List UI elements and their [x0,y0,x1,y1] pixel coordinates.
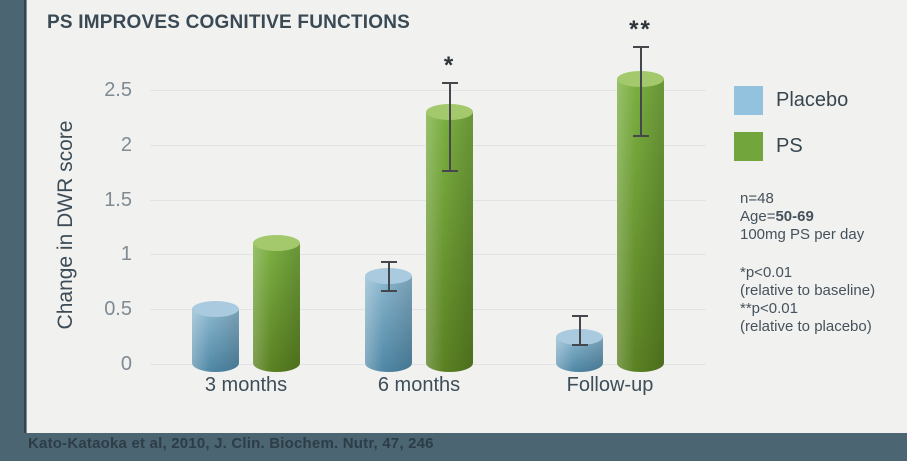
error-bar-placebo-follow-up-cap-bottom [571,344,588,346]
error-bar-ps-follow-up-line [639,46,642,137]
y-tick-label-0: 0 [120,353,132,375]
age-value: 50-69 [775,208,814,225]
significance-star-definition: *p<0.01 [740,264,793,281]
significance-star-6-months: * [443,52,456,79]
legend-item-ps: PS [734,132,848,161]
x-category-label-follow-up: Follow-up [566,374,654,396]
bar-placebo-6-months [365,268,412,372]
error-bar-ps-6-months-cap-top [441,82,458,84]
chart-title: PS IMPROVES COGNITIVE FUNCTIONS [47,12,411,33]
error-bar-placebo-6-months-cap-bottom [380,290,397,292]
legend: Placebo PS [734,86,848,161]
x-category-label-6-months: 6 months [377,374,461,396]
x-category-label-3-months: 3 months [204,374,288,396]
error-bar-ps-6-months-cap-bottom [441,170,458,172]
legend-label-placebo: Placebo [776,89,849,111]
legend-swatch-ps [734,132,763,161]
citation: Kato-Kataoka et al, 2010, J. Clin. Bioch… [28,435,434,452]
error-bar-ps-follow-up-cap-top [632,46,649,48]
y-tick-label-2: 2 [120,134,132,156]
significance-star-scope: (relative to baseline) [740,282,876,299]
legend-swatch-placebo [734,86,763,115]
error-bar-placebo-6-months-line [387,261,390,292]
legend-label-ps: PS [776,135,803,157]
bar-ps-3-months [253,235,300,372]
study-info: n=48 Age=50-69 100mg PS per day [740,190,864,244]
error-bar-ps-follow-up-cap-bottom [632,135,649,137]
error-bar-ps-6-months-line [448,82,451,172]
significance-star-follow-up: ** [629,16,652,43]
y-tick-label-0-5: 0.5 [104,298,132,320]
y-tick-label-1: 1 [120,243,132,265]
study-age-range: Age=50-69 [740,208,864,226]
significance-double-star-scope: (relative to placebo) [740,318,872,335]
error-bar-placebo-follow-up-cap-top [571,315,588,317]
plot-area: 0 0.5 1 1.5 2 2.5 3 months 6 months Follow-up * ** [104,16,706,396]
bar-placebo-3-months [192,301,239,372]
gridline-y-2-5 [150,90,706,91]
significance-double-star-definition: **p<0.01 [740,300,798,317]
y-tick-label-2-5: 2.5 [104,79,132,101]
legend-item-placebo: Placebo [734,86,848,115]
study-dose: 100mg PS per day [740,226,865,243]
significance-notes: *p<0.01 (relative to baseline) **p<0.01 … [740,264,875,336]
age-prefix: Age= [740,208,776,225]
y-tick-label-1-5: 1.5 [104,189,132,211]
left-accent-strip-edge [24,0,27,433]
error-bar-placebo-follow-up-line [578,315,581,346]
error-bar-placebo-6-months-cap-top [380,261,397,263]
study-sample-size: n=48 [740,190,774,207]
